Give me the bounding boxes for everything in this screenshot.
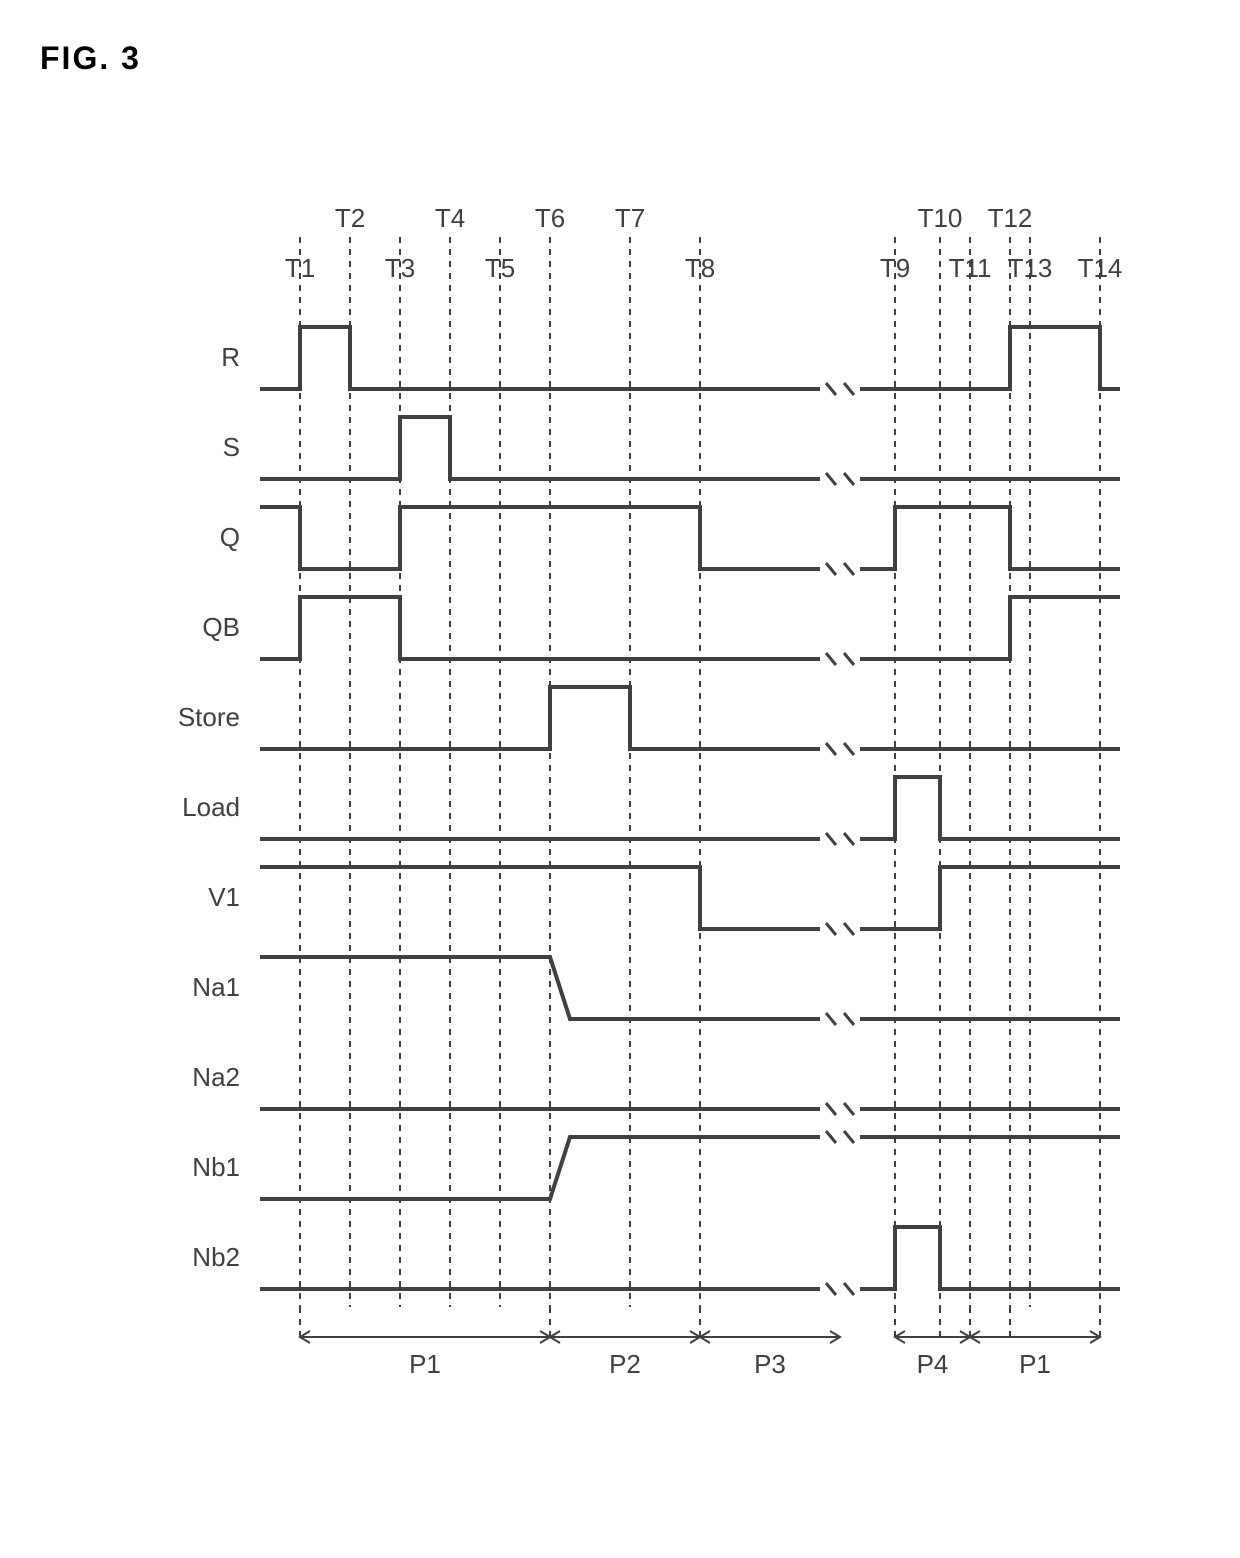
period-label: P1 [1019, 1349, 1051, 1379]
period-label: P2 [609, 1349, 641, 1379]
signal-trace [260, 507, 820, 569]
signal-label: Load [182, 792, 240, 822]
signal-trace [860, 1227, 1120, 1289]
time-tick-label: T12 [988, 203, 1033, 233]
signal-trace [260, 687, 820, 749]
time-tick-label: T4 [435, 203, 465, 233]
period-label: P4 [917, 1349, 949, 1379]
signal-trace [860, 507, 1120, 569]
time-tick-label: T7 [615, 203, 645, 233]
gap-mark [826, 743, 836, 755]
gap-mark [844, 563, 854, 575]
signal-label: Nb2 [192, 1242, 240, 1272]
signal-trace [260, 957, 820, 1019]
gap-mark [826, 1283, 836, 1295]
gap-mark [826, 383, 836, 395]
gap-mark [826, 923, 836, 935]
signal-trace [260, 417, 820, 479]
gap-mark [844, 923, 854, 935]
period-label: P1 [409, 1349, 441, 1379]
gap-mark [826, 1131, 836, 1143]
signal-trace [860, 327, 1120, 389]
gap-mark [844, 743, 854, 755]
signal-trace [260, 867, 820, 929]
signal-label: Na1 [192, 972, 240, 1002]
time-tick-label: T2 [335, 203, 365, 233]
gap-mark [826, 653, 836, 665]
timing-diagram: T1T2T3T4T5T6T7T8T9T10T11T12T13T14RSQQBSt… [160, 137, 1200, 1417]
signal-label: S [223, 432, 240, 462]
signal-label: QB [202, 612, 240, 642]
gap-mark [844, 1103, 854, 1115]
signal-label: Store [178, 702, 240, 732]
gap-mark [844, 833, 854, 845]
gap-mark [844, 1131, 854, 1143]
time-tick-label: T10 [918, 203, 963, 233]
figure-title: FIG. 3 [40, 40, 1200, 77]
gap-mark [826, 1013, 836, 1025]
signal-trace [260, 327, 820, 389]
gap-mark [826, 473, 836, 485]
signal-trace [260, 597, 820, 659]
gap-mark [844, 1013, 854, 1025]
time-tick-label: T6 [535, 203, 565, 233]
signal-label: Q [220, 522, 240, 552]
signal-label: Na2 [192, 1062, 240, 1092]
signal-trace [860, 597, 1120, 659]
gap-mark [844, 653, 854, 665]
gap-mark [826, 563, 836, 575]
signal-label: V1 [208, 882, 240, 912]
signal-label: Nb1 [192, 1152, 240, 1182]
gap-mark [844, 1283, 854, 1295]
gap-mark [826, 1103, 836, 1115]
signal-trace [860, 867, 1120, 929]
period-label: P3 [754, 1349, 786, 1379]
signal-trace [260, 1137, 820, 1199]
signal-trace [860, 777, 1120, 839]
timing-svg: T1T2T3T4T5T6T7T8T9T10T11T12T13T14RSQQBSt… [160, 137, 1160, 1417]
signal-label: R [221, 342, 240, 372]
gap-mark [844, 383, 854, 395]
gap-mark [826, 833, 836, 845]
gap-mark [844, 473, 854, 485]
